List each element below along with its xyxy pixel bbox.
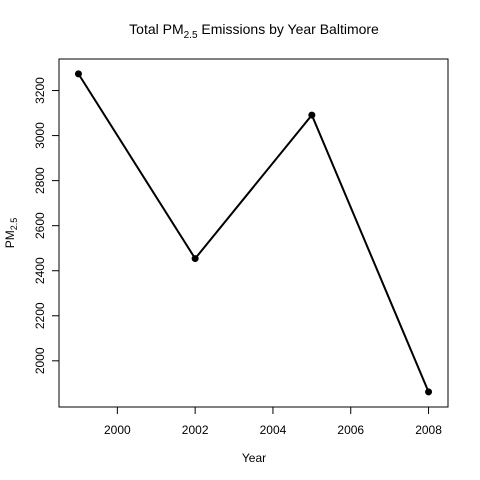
chart-title-subscript: 2.5 xyxy=(184,30,198,41)
y-axis-title-subscript: 2.5 xyxy=(9,218,19,231)
x-axis-title: Year xyxy=(242,451,266,465)
y-tick-label: 2600 xyxy=(33,212,47,239)
data-point xyxy=(425,388,433,396)
data-point xyxy=(74,70,82,78)
y-axis: 2000 2200 2400 2600 2800 3000 3200 xyxy=(33,77,60,374)
series-group xyxy=(74,70,433,396)
data-point xyxy=(308,111,316,119)
series-line xyxy=(77,73,430,393)
chart-title: Total PM2.5 Emissions by Year Baltimore xyxy=(129,21,379,41)
x-tick-label: 2002 xyxy=(182,423,209,437)
chart-title-suffix: Emissions by Year Baltimore xyxy=(198,21,380,37)
plot-frame xyxy=(58,58,449,408)
x-tick-label: 2008 xyxy=(415,423,442,437)
y-tick-label: 2200 xyxy=(33,302,47,329)
y-axis-title: PM2.5 xyxy=(3,218,19,249)
y-tick-label: 2000 xyxy=(33,347,47,374)
x-tick-label: 2004 xyxy=(260,423,287,437)
y-tick-label: 3200 xyxy=(33,77,47,104)
x-axis: 2000 2002 2004 2006 2008 xyxy=(104,406,442,437)
y-axis-title-main: PM xyxy=(3,230,17,248)
y-tick-label: 2400 xyxy=(33,257,47,284)
x-tick-label: 2000 xyxy=(104,423,131,437)
chart-title-prefix: Total PM xyxy=(129,21,183,37)
x-tick-label: 2006 xyxy=(337,423,364,437)
y-tick-label: 3000 xyxy=(33,122,47,149)
data-point xyxy=(191,255,199,263)
y-tick-label: 2800 xyxy=(33,167,47,194)
